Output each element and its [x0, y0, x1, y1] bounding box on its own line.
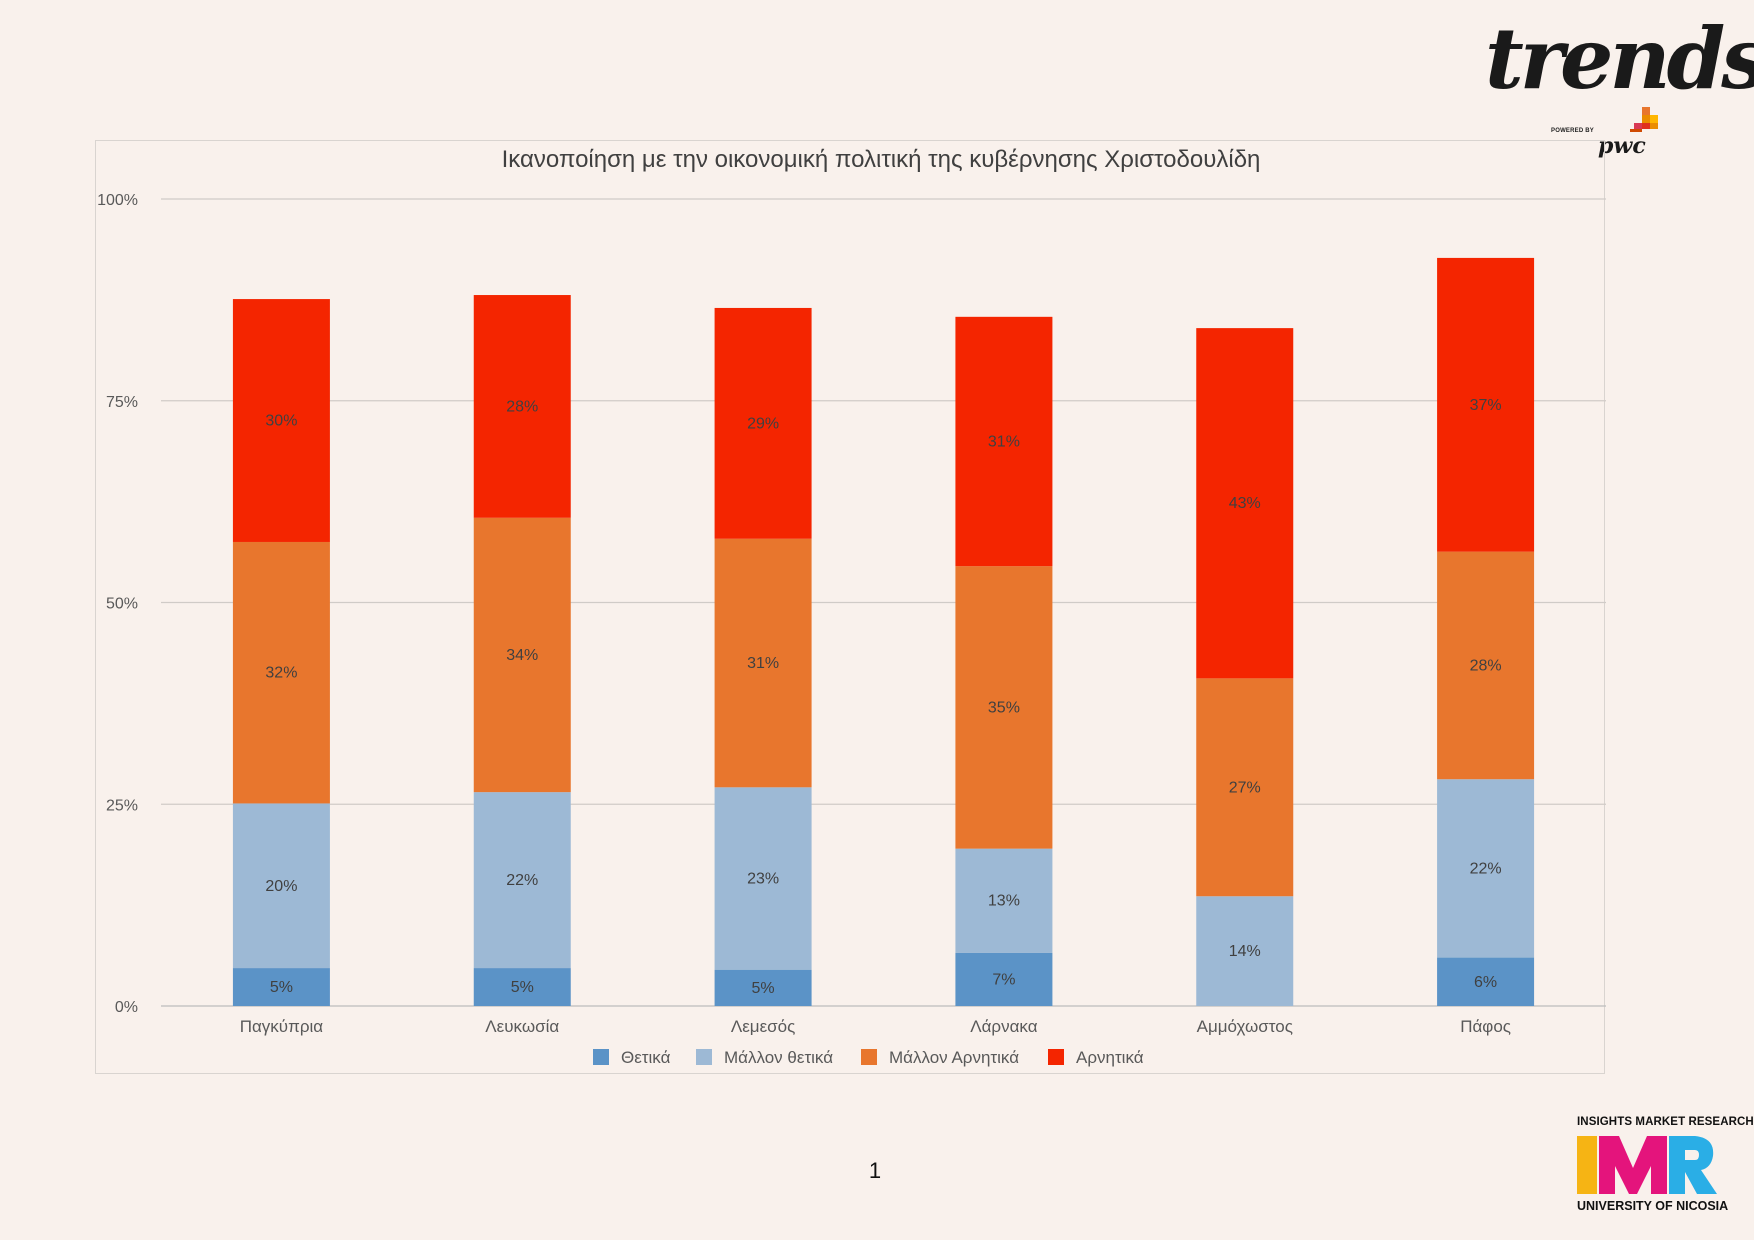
bar-segment — [473, 792, 571, 969]
bar-segment — [1437, 257, 1535, 552]
data-label: 28% — [506, 398, 538, 415]
x-tick-label: Λάρνακα — [970, 1017, 1037, 1036]
data-label: 23% — [747, 870, 779, 887]
legend-label: Μάλλον θετικά — [724, 1048, 833, 1067]
bar-segment — [955, 952, 1053, 1006]
chart-area: Ικανοποίηση με την οικονομική πολιτική τ… — [95, 140, 1606, 1074]
data-label: 7% — [992, 971, 1015, 988]
bar-segment — [473, 968, 571, 1006]
bar-segment — [1437, 551, 1535, 780]
x-axis-ticks: Παγκύπρια Λευκωσία Λεμεσός Λάρνακα Αμμόχωστο… — [240, 1017, 1511, 1036]
data-label: 6% — [1474, 974, 1497, 991]
legend-label: Θετικά — [621, 1048, 671, 1067]
imr-tagline: INSIGHTS MARKET RESEARCH — [1577, 1116, 1754, 1128]
pwc-logo: pwc — [1598, 133, 1646, 159]
bar-segment — [1437, 779, 1535, 958]
bar-segment — [232, 968, 330, 1006]
bar-segment — [955, 316, 1053, 567]
y-tick-label: 50% — [106, 596, 138, 613]
data-label: 30% — [265, 413, 297, 430]
data-label: 22% — [1470, 860, 1502, 877]
data-label: 37% — [1470, 397, 1502, 414]
bar-segment — [473, 517, 571, 793]
bar-segment — [1437, 957, 1535, 1006]
pwc-logo-mark-icon — [1630, 107, 1658, 132]
x-tick-label: Αμμόχωστος — [1197, 1017, 1293, 1036]
data-label: 22% — [506, 872, 538, 889]
y-tick-label: 100% — [97, 192, 138, 209]
bar-segment — [714, 787, 812, 970]
bar-segment — [714, 969, 812, 1006]
x-tick-label: Πάφος — [1460, 1017, 1511, 1036]
imr-logo-icon — [1577, 1136, 1717, 1194]
legend-label: Μάλλον Αρνητικά — [889, 1048, 1019, 1067]
legend-swatch — [696, 1049, 712, 1065]
trends-logo: trends — [1485, 9, 1754, 108]
x-tick-label: Παγκύπρια — [240, 1017, 324, 1036]
bar-segment — [1196, 328, 1294, 679]
data-label: 28% — [1470, 657, 1502, 674]
bar-segment — [1196, 678, 1294, 897]
data-label: 20% — [265, 878, 297, 895]
bar-series: 5% 20% 32% 30% 5% 22% 34% 28% 5% 23% 31% 29% 7% 13% 35… — [232, 257, 1535, 1006]
x-tick-label: Λεμεσός — [731, 1017, 795, 1036]
data-label: 43% — [1229, 495, 1261, 512]
legend-swatch — [593, 1049, 609, 1065]
page-number: 1 — [868, 1158, 882, 1183]
x-tick-label: Λευκωσία — [485, 1017, 559, 1036]
y-tick-label: 25% — [106, 797, 138, 814]
powered-by-label: POWERED BY — [1551, 128, 1595, 134]
data-label: 35% — [988, 699, 1020, 716]
stacked-bar-chart: Ικανοποίηση με την οικονομική πολιτική τ… — [97, 146, 1606, 1067]
data-label: 5% — [270, 979, 293, 996]
bar-segment — [232, 803, 330, 969]
legend-swatch — [861, 1049, 877, 1065]
legend: Θετικά Μάλλον θετικά Μάλλον Αρνητικά Αρνητι… — [593, 1048, 1144, 1067]
data-label: 27% — [1229, 779, 1261, 796]
bar-segment — [1196, 896, 1294, 1006]
data-label: 31% — [747, 655, 779, 672]
legend-label: Αρνητικά — [1076, 1048, 1144, 1067]
chart-title: Ικανοποίηση με την οικονομική πολιτική τ… — [502, 146, 1261, 173]
legend-swatch — [1048, 1049, 1064, 1065]
y-tick-label: 75% — [106, 394, 138, 411]
data-label: 31% — [988, 434, 1020, 451]
bar-segment — [232, 541, 330, 804]
data-label: 29% — [747, 415, 779, 432]
data-label: 34% — [506, 647, 538, 664]
y-axis-ticks: 0% 25% 50% 75% 100% — [97, 192, 138, 1016]
bar-segment — [714, 538, 812, 788]
data-label: 13% — [988, 893, 1020, 910]
data-label: 5% — [752, 980, 775, 997]
data-label: 32% — [265, 665, 297, 682]
bar-segment — [955, 566, 1053, 849]
bar-segment — [232, 299, 330, 542]
bar-segment — [955, 848, 1053, 953]
imr-university-label: UNIVERSITY OF NICOSIA — [1577, 1199, 1729, 1213]
data-label: 5% — [511, 979, 534, 996]
bar-segment — [473, 295, 571, 518]
bar-segment — [714, 307, 812, 539]
gridlines — [161, 198, 1606, 1007]
data-label: 14% — [1229, 943, 1261, 960]
y-tick-label: 0% — [115, 999, 138, 1016]
